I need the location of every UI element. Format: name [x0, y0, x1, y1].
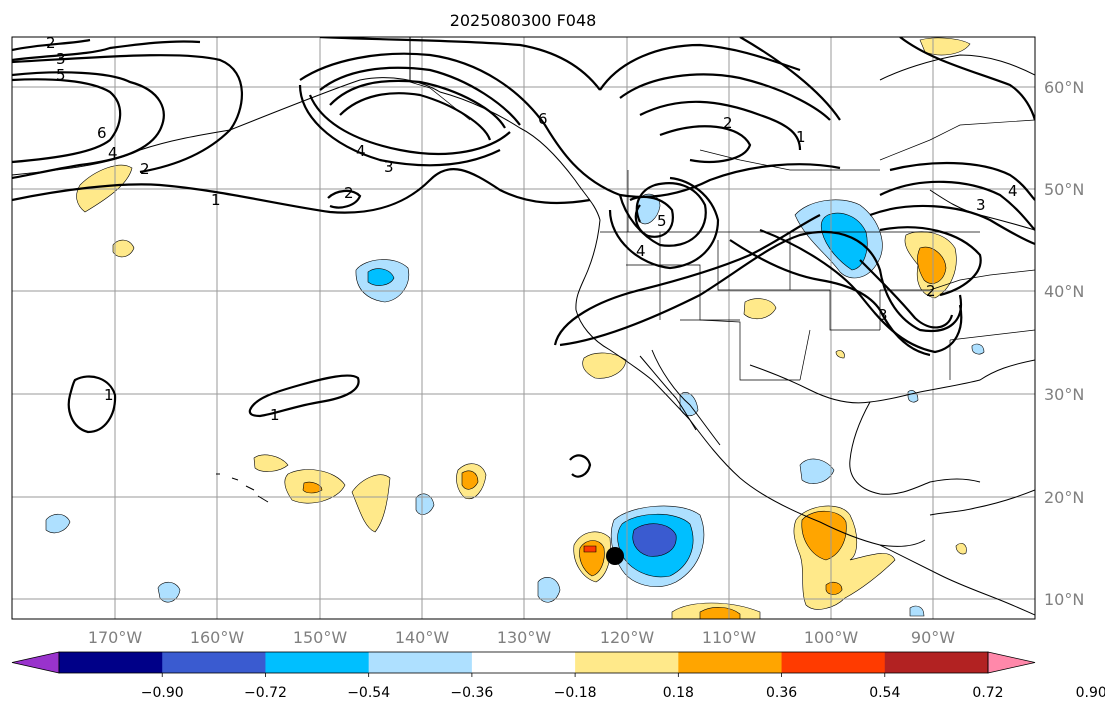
lon-label: 160°W [190, 628, 245, 647]
lon-label: 120°W [600, 628, 655, 647]
map-frame [11, 36, 1036, 620]
contour-label: 1 [104, 386, 114, 404]
contour-label: 6 [97, 124, 107, 142]
colorbar-tick-label: 0.36 [766, 685, 797, 701]
colorbar-tick-label: 0.72 [972, 685, 1003, 701]
map-title: 2025080300 F048 [450, 11, 597, 30]
colorbar-tick-label: 0.90 [1076, 685, 1105, 701]
lat-label: 40°N [1044, 282, 1084, 301]
colorbar-segment [162, 652, 266, 673]
lon-label: 170°W [88, 628, 143, 647]
contour-lines [12, 37, 1035, 478]
contour-label: 3 [56, 50, 66, 68]
contour-label: 1 [211, 191, 221, 209]
contour-label: 4 [356, 142, 366, 160]
contour-label: 4 [636, 242, 646, 260]
colorbar-tick-label: 0.18 [663, 685, 694, 701]
lon-label: 90°W [911, 628, 955, 647]
colorbar-segment [884, 652, 989, 673]
contour-label: 5 [56, 66, 66, 84]
contour-label: 3 [384, 158, 394, 176]
contour-label: 3 [976, 196, 986, 214]
contour-label: 2 [344, 184, 354, 202]
colorbar-tick-label: −0.18 [554, 685, 597, 701]
latitude-labels: 60°N 50°N 40°N 30°N 20°N 10°N [1044, 78, 1084, 609]
colorbar-segment [59, 652, 163, 673]
lon-label: 140°W [395, 628, 450, 647]
lon-label: 150°W [293, 628, 348, 647]
colorbar-frame [58, 651, 989, 674]
contour-label: 3 [878, 306, 888, 324]
contour-label: 2 [140, 160, 150, 178]
lat-label: 50°N [1044, 180, 1084, 199]
coastlines [12, 37, 1035, 616]
lat-label: 10°N [1044, 590, 1084, 609]
contour-label: 4 [108, 144, 118, 162]
contour-label: 1 [270, 406, 280, 424]
colorbar-segment [368, 652, 473, 673]
colorbar [11, 651, 1036, 677]
contour-labels: 2 3 5 6 4 2 1 2 6 4 3 2 1 5 4 3 4 3 2 1 … [46, 34, 1018, 424]
colorbar-extend-high [987, 651, 1036, 674]
contour-label: 4 [1008, 182, 1018, 200]
lat-label: 60°N [1044, 78, 1084, 97]
storm-marker [606, 547, 624, 565]
lat-label: 30°N [1044, 385, 1084, 404]
colorbar-extend-low [11, 651, 60, 674]
shaded-anomalies [45, 37, 985, 619]
colorbar-tick-label: −0.90 [141, 685, 184, 701]
contour-label: 5 [657, 212, 667, 230]
longitude-labels: 170°W 160°W 150°W 140°W 130°W 120°W 110°… [88, 628, 955, 647]
colorbar-tick-label: −0.72 [244, 685, 287, 701]
colorbar-labels: −0.90 −0.72 −0.54 −0.36 −0.18 0.18 0.36 … [141, 685, 1105, 701]
contour-label: 2 [723, 114, 733, 132]
graticule [12, 37, 1035, 619]
colorbar-tick-label: −0.54 [347, 685, 390, 701]
lon-label: 100°W [804, 628, 859, 647]
colorbar-segment [678, 652, 783, 673]
contour-label: 1 [796, 128, 806, 146]
lat-label: 20°N [1044, 488, 1084, 507]
colorbar-tick-label: −0.36 [450, 685, 493, 701]
contour-label: 2 [46, 34, 56, 52]
contour-label: 2 [926, 282, 936, 300]
colorbar-segment [575, 652, 679, 673]
lon-label: 130°W [497, 628, 552, 647]
colorbar-segment [781, 652, 886, 673]
colorbar-segment [471, 652, 576, 673]
lon-label: 110°W [702, 628, 757, 647]
colorbar-segment [265, 652, 370, 673]
contour-label: 6 [538, 110, 548, 128]
colorbar-tick-label: 0.54 [869, 685, 900, 701]
